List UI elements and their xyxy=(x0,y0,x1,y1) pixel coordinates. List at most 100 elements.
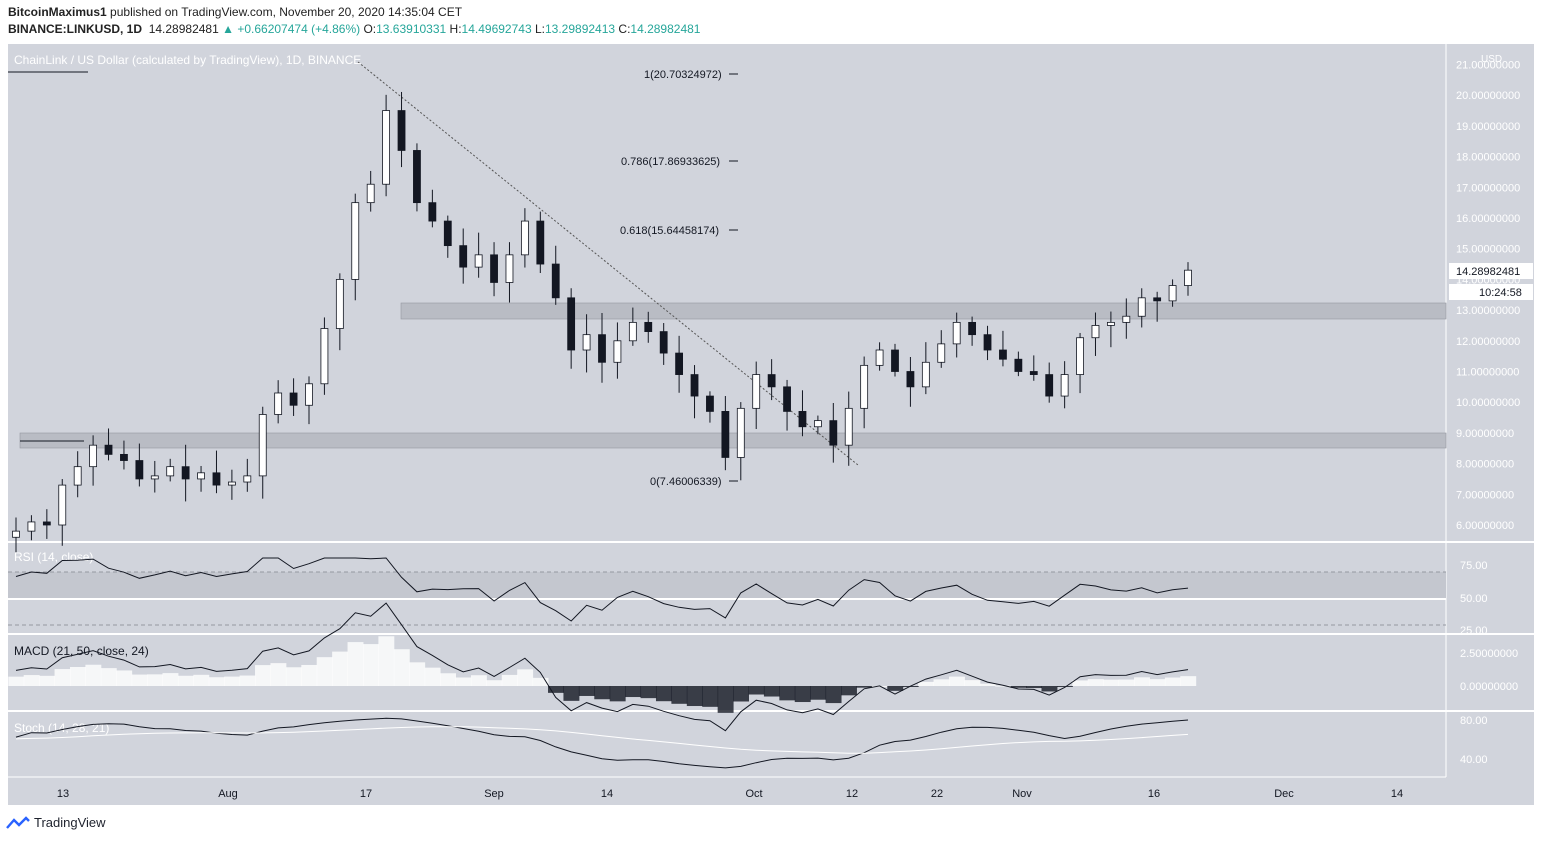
upper-support-zone[interactable] xyxy=(400,302,1447,320)
candle-body[interactable] xyxy=(551,263,560,299)
candle-body[interactable] xyxy=(459,245,468,268)
rsi-line[interactable] xyxy=(15,557,1189,622)
candle-body[interactable] xyxy=(1060,374,1069,397)
candle-body[interactable] xyxy=(258,414,267,477)
candle-body[interactable] xyxy=(166,466,175,477)
candle-body[interactable] xyxy=(798,411,807,428)
candle-body[interactable] xyxy=(1137,297,1146,317)
rsi-title: RSI (14, close) xyxy=(14,550,93,564)
candle-body[interactable] xyxy=(598,334,606,363)
candle-body[interactable] xyxy=(505,254,514,283)
low-label: L: xyxy=(534,22,545,36)
candle-body[interactable] xyxy=(104,444,113,455)
candle-body[interactable] xyxy=(813,420,822,428)
candle-body[interactable] xyxy=(1091,325,1100,339)
candle-body[interactable] xyxy=(227,481,236,486)
candle-body[interactable] xyxy=(644,321,653,332)
price-tick: 20.00000000 xyxy=(1456,90,1520,102)
candle-body[interactable] xyxy=(767,374,776,388)
candle-body[interactable] xyxy=(983,334,992,351)
time-tick: 14 xyxy=(601,788,613,800)
candle-body[interactable] xyxy=(520,220,529,256)
candle-body[interactable] xyxy=(150,475,159,480)
candle-body[interactable] xyxy=(999,349,1007,360)
candle-body[interactable] xyxy=(490,254,498,283)
candle-body[interactable] xyxy=(197,472,205,480)
candle-body[interactable] xyxy=(366,183,375,204)
candle-body[interactable] xyxy=(12,530,20,538)
candle-body[interactable] xyxy=(58,484,67,526)
candle-body[interactable] xyxy=(582,334,591,351)
candle-body[interactable] xyxy=(752,374,761,409)
candle-body[interactable] xyxy=(675,352,684,375)
candle-body[interactable] xyxy=(89,444,98,468)
time-scale[interactable] xyxy=(8,777,1534,805)
candle-body[interactable] xyxy=(289,392,298,406)
candle-body[interactable] xyxy=(783,386,791,412)
price-tick: 18.00000000 xyxy=(1456,152,1520,164)
tradingview-logo[interactable]: TradingView xyxy=(6,815,106,830)
lower-support-zone[interactable] xyxy=(19,432,1447,449)
candle-body[interactable] xyxy=(413,150,421,204)
candle-body[interactable] xyxy=(721,411,730,458)
candle-body[interactable] xyxy=(397,110,406,151)
macd-bar xyxy=(1103,679,1120,686)
candle-body[interactable] xyxy=(1014,358,1023,372)
candle-body[interactable] xyxy=(968,321,977,336)
candle-body[interactable] xyxy=(736,407,745,458)
rsi-tick-25: 25.00 xyxy=(1460,625,1488,637)
candle-body[interactable] xyxy=(844,407,853,446)
candle-body[interactable] xyxy=(567,297,576,351)
candle-body[interactable] xyxy=(536,220,545,265)
candle-body[interactable] xyxy=(891,349,899,372)
candle-body[interactable] xyxy=(875,349,884,366)
candle-body[interactable] xyxy=(952,321,961,345)
descending-trendline[interactable] xyxy=(357,61,859,466)
main-pane[interactable] xyxy=(8,44,1446,541)
price-tick: 12.00000000 xyxy=(1456,336,1520,348)
candle-body[interactable] xyxy=(906,371,915,388)
candle-body[interactable] xyxy=(659,331,668,354)
candle-body[interactable] xyxy=(1184,269,1192,286)
candle-body[interactable] xyxy=(274,392,283,415)
candle-body[interactable] xyxy=(135,460,144,480)
candle-body[interactable] xyxy=(474,254,483,268)
candle-body[interactable] xyxy=(1076,337,1084,375)
macd-line[interactable] xyxy=(15,602,1189,732)
candle-body[interactable] xyxy=(120,453,128,461)
candle-body[interactable] xyxy=(428,202,437,222)
candle-body[interactable] xyxy=(1045,374,1054,397)
candle-body[interactable] xyxy=(73,466,82,486)
author-name[interactable]: BitcoinMaximus1 xyxy=(8,5,107,19)
candle-body[interactable] xyxy=(181,466,190,480)
candle-body[interactable] xyxy=(1122,315,1131,323)
candle-body[interactable] xyxy=(690,374,699,397)
candle-body[interactable] xyxy=(443,220,452,247)
candle-body[interactable] xyxy=(335,278,344,329)
candle-body[interactable] xyxy=(243,475,252,483)
candle-body[interactable] xyxy=(613,340,622,363)
macd-histogram[interactable] xyxy=(8,636,1197,713)
candle-body[interactable] xyxy=(829,420,838,446)
candle-body[interactable] xyxy=(860,364,869,409)
candle-body[interactable] xyxy=(27,521,36,532)
candle-body[interactable] xyxy=(921,361,930,388)
fib-retracement[interactable]: 1(20.70324972) 0.786(17.86933625) 0.618(… xyxy=(620,69,738,488)
candle-body[interactable] xyxy=(351,202,360,280)
stoch-d-line[interactable] xyxy=(15,726,1189,754)
candle-body[interactable] xyxy=(1168,285,1177,302)
candle-body[interactable] xyxy=(706,395,714,412)
candle-body[interactable] xyxy=(305,383,313,406)
candle-body[interactable] xyxy=(320,328,329,385)
price-scale[interactable] xyxy=(1446,44,1534,777)
candle-body[interactable] xyxy=(1153,297,1162,302)
candle-body[interactable] xyxy=(212,472,221,486)
candle-body[interactable] xyxy=(42,521,51,526)
stoch-pane[interactable] xyxy=(8,712,1446,777)
candle-body[interactable] xyxy=(628,321,637,342)
candle-body[interactable] xyxy=(1029,371,1038,375)
candle-body[interactable] xyxy=(382,110,391,185)
candle-body[interactable] xyxy=(1106,321,1115,326)
candle-body[interactable] xyxy=(937,343,946,363)
